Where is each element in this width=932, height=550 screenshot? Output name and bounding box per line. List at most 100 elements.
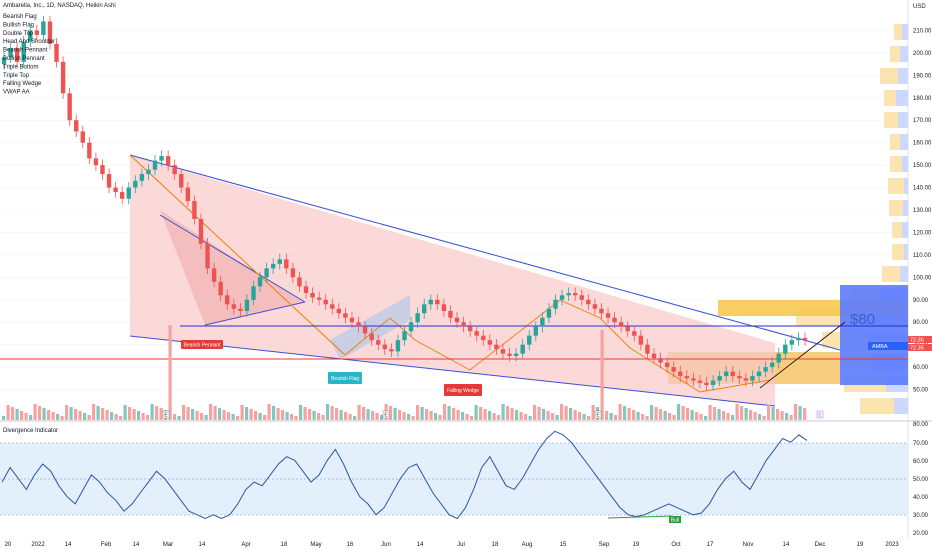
volume-bar	[339, 410, 343, 420]
candle	[717, 376, 722, 381]
volume-bar	[605, 411, 609, 420]
candle	[428, 299, 433, 305]
volume-profile-bar	[898, 112, 908, 128]
time-tick-label: Mar	[163, 542, 173, 548]
price-tick-label: 130.00	[913, 208, 932, 214]
candle	[264, 268, 269, 278]
bull-tag[interactable]: Bull	[669, 516, 681, 524]
breakout-arrow-line	[759, 321, 846, 389]
candle	[796, 337, 801, 341]
volume-bar	[173, 414, 177, 420]
candle	[507, 353, 512, 356]
volume-bar	[344, 412, 348, 420]
candle	[467, 326, 473, 332]
time-tick-label: 14	[783, 542, 790, 548]
candle	[211, 268, 217, 282]
time-tick-label: Sep	[599, 542, 610, 548]
falling-wedge-label: Falling Wedge	[447, 388, 479, 394]
volume-bar	[357, 405, 361, 420]
candle	[389, 349, 394, 352]
candle	[67, 93, 72, 121]
candle	[238, 308, 243, 311]
volume-bar	[393, 408, 397, 420]
svg-text:E: E	[384, 413, 388, 419]
bearish-flag-tag[interactable]: Bearish Flag	[328, 372, 362, 384]
volume-bar	[119, 416, 123, 420]
volume-bar	[60, 416, 64, 420]
volume-bar	[87, 415, 91, 420]
volume-bar	[461, 412, 465, 420]
volume-bar	[69, 407, 73, 420]
volume-bar	[263, 415, 267, 420]
candle	[632, 331, 637, 336]
volume-bar	[717, 409, 721, 420]
time-tick-label: 18	[492, 542, 499, 548]
volume-bar	[587, 416, 591, 420]
bearish-pennant-tag[interactable]: Bearish Pennant	[181, 340, 223, 349]
candle	[284, 259, 289, 269]
volume-bar	[146, 415, 150, 420]
volume-bar	[591, 405, 595, 420]
volume-bar	[645, 416, 649, 420]
volume-bar	[204, 415, 208, 420]
event-marker-1[interactable]: E	[162, 410, 170, 419]
volume-bar	[407, 414, 411, 420]
currency-label: USD	[913, 4, 926, 10]
volume-bar	[42, 408, 46, 420]
volume-bar	[114, 414, 118, 420]
candle	[1, 57, 7, 65]
candle	[783, 344, 788, 354]
volume-bar	[569, 408, 573, 420]
candle	[513, 353, 519, 356]
volume-bar	[582, 414, 586, 420]
volume-bar	[371, 411, 375, 420]
volume-bar	[519, 412, 523, 420]
volume-bar	[249, 409, 253, 420]
falling-wedge-tag[interactable]: Falling Wedge	[444, 384, 482, 396]
volume-bar	[362, 407, 366, 420]
volume-bar	[182, 405, 186, 420]
pattern-legend[interactable]: Bearish Flag Bullish Flag Double Top Head A…	[3, 14, 55, 96]
volume-bar	[497, 415, 501, 420]
time-tick-label: 15	[560, 542, 567, 548]
volume-bar	[128, 407, 132, 420]
candle	[323, 299, 328, 305]
volume-bar	[641, 414, 645, 420]
event-marker-4[interactable]: E	[816, 410, 824, 419]
volume-bar	[546, 411, 550, 420]
candle	[119, 192, 125, 199]
volume-profile-bar	[889, 200, 903, 216]
volume-bar	[308, 409, 312, 420]
volume-bar	[47, 410, 51, 420]
volume-bar	[564, 406, 568, 420]
time-axis[interactable]: 20 2022 14 Feb 14 Mar 14 Apr 18 May 16 Jun 14 Jul 18 Au…	[5, 542, 900, 548]
volume-bar	[335, 408, 339, 420]
volume-bar	[794, 404, 798, 420]
time-tick-label: 20	[5, 542, 12, 548]
volume-bar	[285, 412, 289, 420]
price-tick-label: 100.00	[913, 275, 932, 281]
event-marker-2[interactable]: E	[382, 410, 390, 419]
candle	[297, 277, 302, 287]
event-marker-3[interactable]: E	[594, 410, 602, 419]
volume-bar	[632, 410, 636, 420]
candle	[21, 41, 26, 62]
candle	[691, 378, 696, 381]
volume-bar	[191, 409, 195, 420]
candle	[303, 286, 309, 294]
candle	[100, 165, 105, 175]
candle	[612, 317, 617, 323]
price-tick-label: 150.00	[913, 163, 932, 169]
candle	[28, 30, 33, 42]
candle	[198, 218, 204, 244]
candle	[769, 362, 775, 368]
volume-bar	[137, 411, 141, 420]
candle	[244, 299, 250, 311]
volume-bar	[222, 410, 226, 420]
legend-item: Bearish Flag	[3, 14, 37, 20]
volume-bar	[744, 408, 748, 420]
volume-bar	[699, 414, 703, 420]
candle	[349, 317, 355, 323]
indicator-axis[interactable]: 80.00 70.00 60.00 50.00 40.00 30.00 20.00	[913, 422, 929, 537]
candle	[743, 378, 749, 381]
